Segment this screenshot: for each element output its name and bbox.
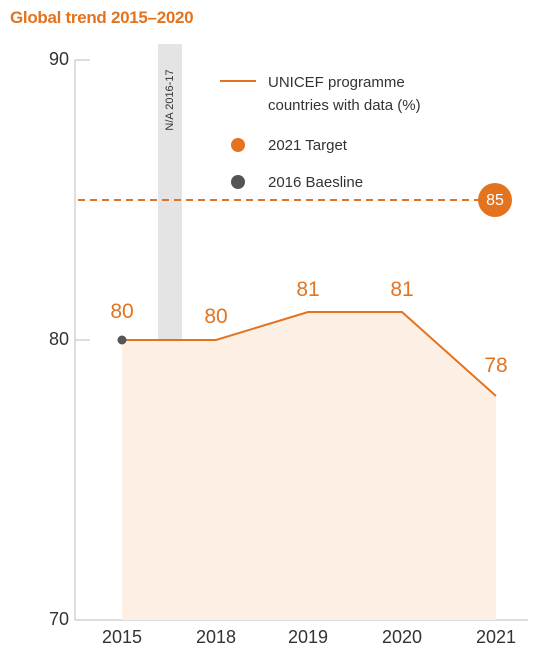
data-label: 78 bbox=[484, 354, 507, 377]
data-label: 81 bbox=[390, 278, 413, 301]
target-value-label: 85 bbox=[486, 192, 504, 209]
y-tick-label: 90 bbox=[49, 49, 69, 69]
legend-label-target: 2021 Target bbox=[268, 137, 348, 154]
na-band bbox=[158, 44, 182, 340]
data-label: 80 bbox=[204, 305, 227, 328]
x-tick-label: 2019 bbox=[288, 627, 328, 647]
data-label: 81 bbox=[296, 278, 319, 301]
x-tick-label: 2015 bbox=[102, 627, 142, 647]
y-tick-label: 80 bbox=[49, 329, 69, 349]
legend-swatch-baseline bbox=[231, 175, 245, 189]
legend-swatch-target bbox=[231, 138, 245, 152]
na-band-label: N/A 2016-17 bbox=[164, 69, 176, 130]
legend: UNICEF programme countries with data (%) 2… bbox=[220, 74, 421, 191]
data-label: 80 bbox=[110, 300, 133, 323]
x-tick-label: 2018 bbox=[196, 627, 236, 647]
chart-title: Global trend 2015–2020 bbox=[10, 8, 194, 27]
series-line bbox=[122, 311, 497, 397]
legend-label-series-line2: countries with data (%) bbox=[268, 97, 421, 114]
target-marker bbox=[478, 183, 512, 217]
y-tick-label: 70 bbox=[49, 609, 69, 629]
x-tick-label: 2020 bbox=[382, 627, 422, 647]
x-tick-label: 2021 bbox=[476, 627, 516, 647]
series-area bbox=[122, 312, 496, 620]
legend-label-baseline: 2016 Baesline bbox=[268, 174, 363, 191]
legend-label-series: UNICEF programme bbox=[268, 74, 405, 91]
baseline-point bbox=[117, 335, 127, 345]
